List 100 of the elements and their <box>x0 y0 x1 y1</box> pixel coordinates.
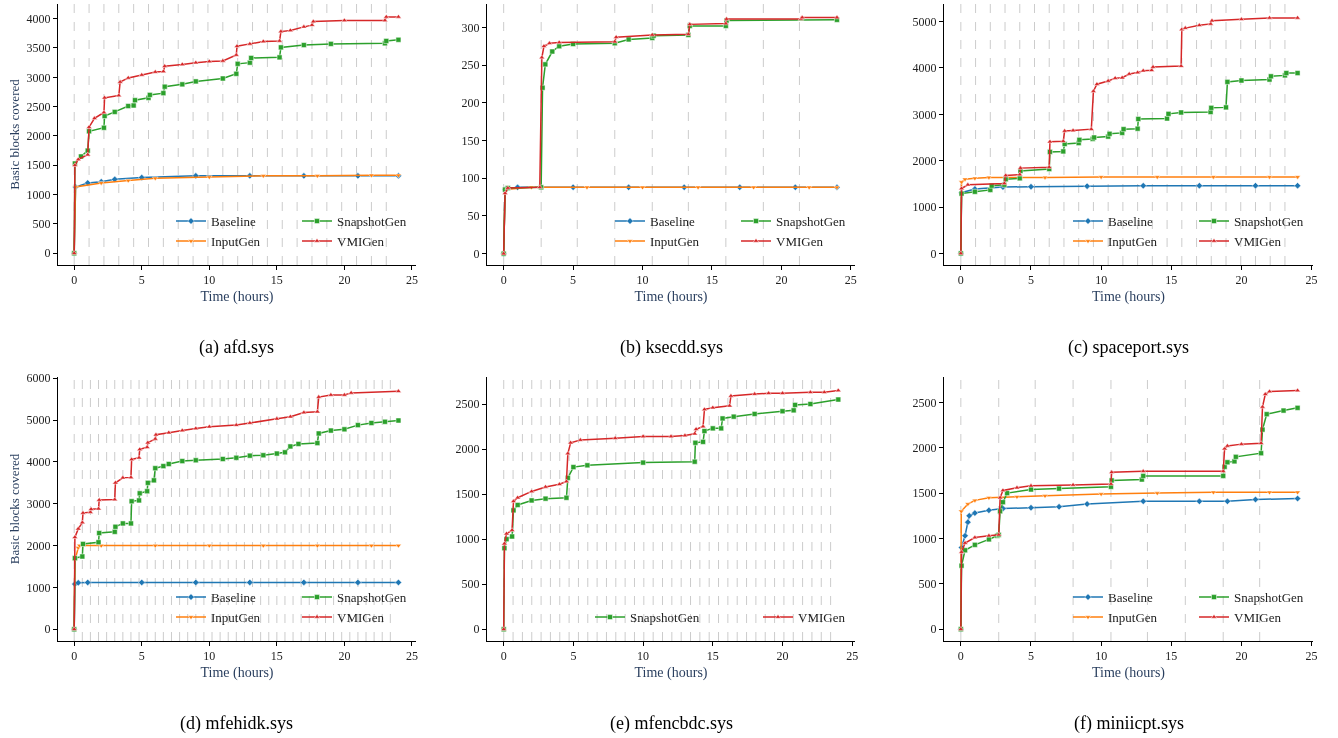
legend-label: SnapshotGen <box>630 610 700 626</box>
x-tick-label: 20 <box>775 273 788 288</box>
x-tick-label: 0 <box>71 649 78 664</box>
x-axis-title: Time (hours) <box>200 664 274 681</box>
x-axis-title: Time (hours) <box>634 288 708 305</box>
y-tick-label: 5000 <box>912 14 937 29</box>
y-tick-label: 2500 <box>455 397 480 412</box>
legend-label: VMIGen <box>337 234 385 250</box>
y-tick-label: 1000 <box>912 531 937 546</box>
legend-label: VMIGen <box>1234 234 1282 250</box>
y-tick-label: 2000 <box>455 442 480 457</box>
y-tick-label: 200 <box>461 96 480 111</box>
x-tick-label: 15 <box>705 273 718 288</box>
x-tick-label: 10 <box>203 649 216 664</box>
legend-label: InputGen <box>211 610 261 626</box>
x-tick-label: 5 <box>138 649 145 664</box>
x-tick-label: 5 <box>570 649 577 664</box>
y-tick-label: 2500 <box>26 99 51 114</box>
x-tick-label: 20 <box>1235 649 1248 664</box>
legend-label: InputGen <box>1108 610 1158 626</box>
y-tick-label: 500 <box>32 217 51 232</box>
legend-label: SnapshotGen <box>1234 590 1304 606</box>
text: (c) spaceport.sys <box>1068 337 1189 358</box>
y-tick-label: 500 <box>461 577 480 592</box>
y-axis-title: Basic blocks covered <box>6 453 22 565</box>
x-tick-label: 25 <box>846 649 859 664</box>
legend-label: Baseline <box>650 214 695 230</box>
y-tick-label: 3000 <box>912 107 937 122</box>
y-tick-label: 3500 <box>26 41 51 56</box>
x-tick-label: 25 <box>1305 273 1318 288</box>
y-tick-label: 5000 <box>26 413 51 428</box>
legend-label: Baseline <box>211 590 256 606</box>
x-tick-label: 15 <box>1165 273 1178 288</box>
y-tick-label: 1500 <box>912 486 937 501</box>
x-tick-label: 0 <box>957 649 964 664</box>
text: (a) afd.sys <box>199 337 274 358</box>
x-tick-label: 25 <box>844 273 857 288</box>
y-tick-label: 6000 <box>26 371 51 386</box>
x-tick-label: 15 <box>270 273 283 288</box>
x-axis-title: Time (hours) <box>1092 288 1166 305</box>
x-tick-label: 15 <box>1165 649 1178 664</box>
x-axis-title: Time (hours) <box>1092 664 1166 681</box>
legend-label: SnapshotGen <box>1234 214 1304 230</box>
y-tick-label: 1500 <box>26 158 51 173</box>
y-tick-label: 250 <box>461 58 480 73</box>
y-tick-label: 100 <box>461 171 480 186</box>
x-tick-label: 15 <box>706 649 719 664</box>
y-tick-label: 0 <box>473 622 480 637</box>
x-axis-title: Time (hours) <box>200 288 274 305</box>
legend-label: Baseline <box>1108 590 1153 606</box>
y-tick-label: 2000 <box>912 440 937 455</box>
x-tick-label: 20 <box>338 273 351 288</box>
x-tick-label: 10 <box>203 273 216 288</box>
y-tick-label: 4000 <box>26 455 51 470</box>
y-tick-label: 1500 <box>455 487 480 502</box>
x-tick-label: 15 <box>270 649 283 664</box>
y-tick-label: 500 <box>918 577 937 592</box>
x-tick-label: 5 <box>1027 273 1034 288</box>
x-tick-label: 0 <box>957 273 964 288</box>
legend-label: VMIGen <box>776 234 824 250</box>
text: (f) miniicpt.sys <box>1074 713 1184 734</box>
x-tick-label: 20 <box>338 649 351 664</box>
x-tick-label: 0 <box>500 273 507 288</box>
x-tick-label: 25 <box>1305 649 1318 664</box>
y-tick-label: 300 <box>461 20 480 35</box>
y-axis-title: Basic blocks covered <box>6 78 22 190</box>
legend-label: VMIGen <box>798 610 846 626</box>
legend-label: SnapshotGen <box>337 590 407 606</box>
y-tick-label: 3000 <box>26 496 51 511</box>
text: (e) mfencbdc.sys <box>610 713 733 734</box>
y-tick-label: 50 <box>467 209 480 224</box>
legend-label: VMIGen <box>1234 610 1282 626</box>
x-tick-label: 10 <box>1095 273 1108 288</box>
y-tick-label: 1000 <box>26 580 51 595</box>
x-tick-label: 25 <box>405 649 418 664</box>
x-tick-label: 25 <box>405 273 418 288</box>
y-tick-label: 2000 <box>26 538 51 553</box>
x-tick-label: 20 <box>776 649 789 664</box>
text: (b) ksecdd.sys <box>620 337 723 358</box>
legend-label: VMIGen <box>337 610 385 626</box>
y-tick-label: 3000 <box>26 70 51 85</box>
legend-label: InputGen <box>1108 234 1158 250</box>
x-tick-label: 0 <box>500 649 507 664</box>
y-tick-label: 0 <box>44 246 51 261</box>
legend-label: Baseline <box>1108 214 1153 230</box>
y-tick-label: 0 <box>473 246 480 261</box>
text: (d) mfehidk.sys <box>180 713 293 734</box>
x-tick-label: 0 <box>71 273 78 288</box>
legend-label: SnapshotGen <box>776 214 846 230</box>
legend-label: SnapshotGen <box>337 214 407 230</box>
x-tick-label: 10 <box>636 273 649 288</box>
x-tick-label: 5 <box>570 273 577 288</box>
y-tick-label: 1000 <box>455 532 480 547</box>
y-tick-label: 2000 <box>26 129 51 144</box>
legend-label: Baseline <box>211 214 256 230</box>
y-tick-label: 0 <box>930 246 937 261</box>
legend-label: InputGen <box>650 234 700 250</box>
y-tick-label: 2000 <box>912 153 937 168</box>
x-axis-title: Time (hours) <box>634 664 708 681</box>
y-tick-label: 150 <box>461 133 480 148</box>
